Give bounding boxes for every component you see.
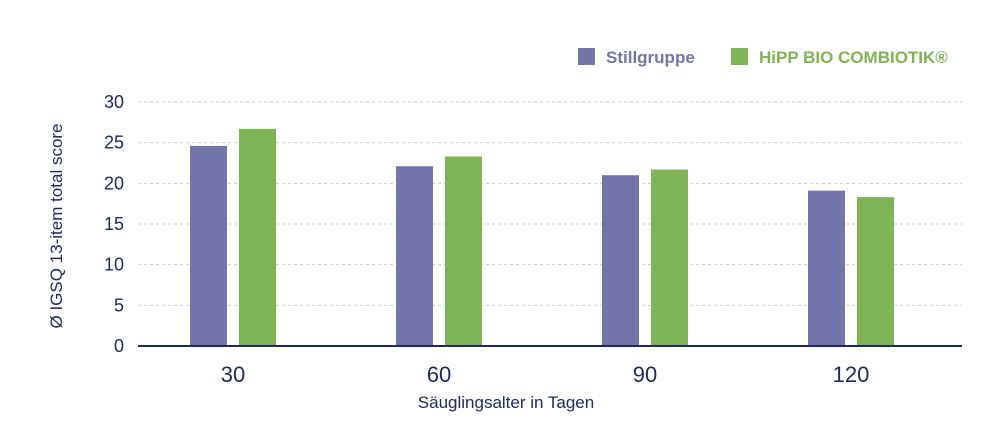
y-tick-label: 10 (104, 255, 124, 275)
bar-hipp-bio-combiotik-60 (445, 156, 482, 346)
bar-hipp-bio-combiotik-120 (857, 197, 894, 346)
y-tick-label: 0 (114, 336, 124, 356)
y-axis-title: Ø IGSQ 13-item total score (47, 123, 66, 328)
legend-label-hipp-bio-combiotik: HiPP BIO COMBIOTIK® (759, 48, 948, 67)
y-tick-label: 20 (104, 173, 124, 193)
y-tick-label: 15 (104, 214, 124, 234)
y-tick-label: 30 (104, 92, 124, 112)
bar-hipp-bio-combiotik-30 (239, 128, 276, 346)
bar-stillgruppe-60 (396, 166, 433, 346)
legend-swatch-stillgruppe (578, 48, 595, 65)
y-tick-label: 5 (114, 295, 124, 315)
bar-stillgruppe-120 (808, 190, 845, 346)
y-tick-label: 25 (104, 133, 124, 153)
x-tick-label: 60 (427, 362, 451, 387)
y-tick-labels: 0 5 10 15 20 25 30 (104, 92, 124, 356)
legend-swatch-hipp-bio-combiotik (731, 48, 748, 65)
x-tick-labels: 30 60 90 120 (221, 362, 870, 387)
x-tick-label: 30 (221, 362, 245, 387)
bar-stillgruppe-90 (602, 175, 639, 346)
x-tick-label: 120 (833, 362, 870, 387)
bars (190, 128, 894, 346)
x-tick-label: 90 (633, 362, 657, 387)
legend: Stillgruppe HiPP BIO COMBIOTIK® (578, 48, 948, 67)
legend-label-stillgruppe: Stillgruppe (606, 48, 695, 67)
bar-hipp-bio-combiotik-90 (651, 169, 688, 346)
x-axis-title: Säuglingsalter in Tagen (418, 393, 594, 412)
bar-stillgruppe-30 (190, 145, 227, 346)
